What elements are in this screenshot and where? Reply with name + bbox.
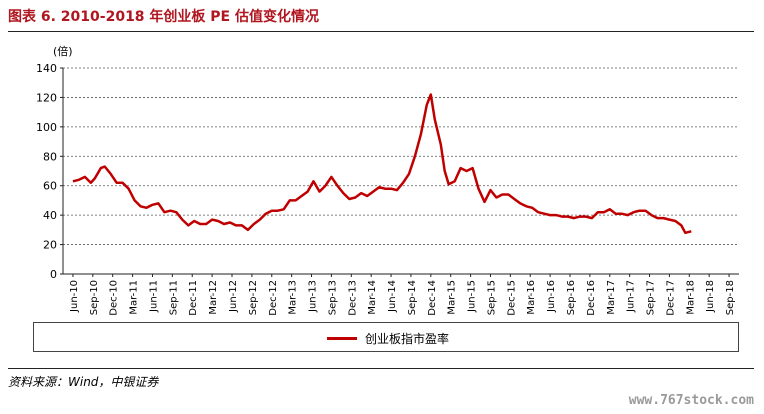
y-axis-unit-label: (倍): [53, 44, 73, 58]
x-tick-label: Sep-16: [566, 280, 577, 315]
x-tick-labels: Jun-10 Sep-10 Dec-10 Mar-11 Jun-11 Sep-11 Dec-…: [69, 280, 736, 316]
title-divider: [8, 31, 754, 32]
series-line-pe: [72, 93, 692, 235]
y-tick-label: 120: [36, 91, 57, 104]
legend-item: 创业板指市盈率: [327, 330, 449, 347]
figure-title: 图表 6. 2010-2018 年创业板 PE 估值变化情况: [8, 9, 319, 25]
x-tick-label: Sep-17: [646, 280, 657, 315]
x-tick-label: Jun-18: [705, 280, 716, 313]
x-tick-label: Dec-16: [586, 280, 597, 316]
x-tick-label: Sep-10: [89, 280, 100, 315]
x-tick-label: Dec-14: [427, 280, 438, 316]
x-tick-label: Jun-12: [228, 280, 239, 313]
y-tick-label: 140: [36, 62, 57, 75]
y-tick-label: 40: [43, 209, 57, 222]
x-tick-label: Jun-10: [69, 280, 80, 313]
x-tick-label: Dec-17: [665, 280, 676, 316]
y-tick-label: 80: [43, 150, 57, 163]
source-note: 资料来源：Wind，中银证券: [8, 375, 159, 389]
y-tick-label: 20: [43, 239, 57, 252]
legend-swatch: [327, 337, 357, 340]
gridlines: [63, 67, 739, 245]
x-tick-label: Mar-18: [685, 280, 696, 315]
x-tick-label: Sep-13: [327, 280, 338, 315]
x-tick-label: Dec-12: [268, 280, 279, 316]
x-tick-label: Mar-13: [288, 280, 299, 315]
y-tick-labels: 0 20 40 60 80 100 120 140: [36, 62, 57, 281]
x-tick-label: Sep-14: [407, 280, 418, 315]
source-divider: [8, 368, 754, 369]
legend: 创业板指市盈率: [33, 322, 739, 352]
x-tick-label: Jun-15: [467, 280, 478, 313]
x-tick-label: Jun-17: [626, 280, 637, 313]
x-tick-label: Mar-11: [129, 280, 140, 315]
x-tick-label: Sep-12: [248, 280, 259, 315]
axes: [60, 67, 739, 277]
x-tick-label: Dec-10: [109, 280, 120, 316]
x-tick-label: Mar-14: [367, 280, 378, 315]
x-tick-label: Mar-12: [208, 280, 219, 315]
x-tick-label: Sep-18: [725, 280, 736, 315]
x-tick-label: Sep-15: [486, 280, 497, 315]
x-tick-label: Dec-13: [347, 280, 358, 316]
x-tick-label: Jun-14: [387, 280, 398, 313]
x-tick-label: Jun-11: [148, 280, 159, 313]
legend-label: 创业板指市盈率: [365, 332, 450, 346]
watermark: www.767stock.com: [628, 393, 754, 408]
x-tick-label: Mar-15: [447, 280, 458, 315]
x-tick-label: Dec-11: [188, 280, 199, 316]
x-tick-label: Mar-17: [606, 280, 617, 315]
x-tick-label: Sep-11: [168, 280, 179, 315]
pe-line-chart: (倍) 0 20 40 60 80 100 120 140 Jun-10 Sep-10 Dec-1…: [36, 44, 739, 316]
y-tick-label: 0: [50, 268, 57, 281]
x-tick-label: Jun-16: [546, 280, 557, 313]
y-tick-label: 100: [36, 121, 57, 134]
y-tick-label: 60: [43, 180, 57, 193]
x-tick-label: Mar-16: [526, 280, 537, 315]
x-tick-label: Dec-15: [506, 280, 517, 316]
x-tick-label: Jun-13: [308, 280, 319, 313]
